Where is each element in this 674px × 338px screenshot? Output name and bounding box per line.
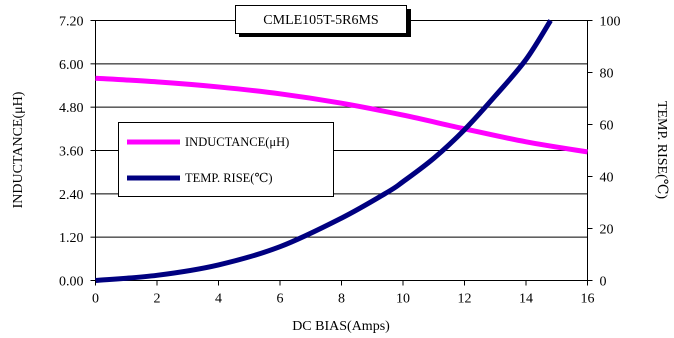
y-axis-title-left: INDUCTANCE(μH)	[11, 91, 26, 208]
x-tick-label: 16	[581, 292, 595, 307]
right-tick-label: 100	[600, 15, 621, 30]
left-tick-label: 4.80	[59, 101, 84, 116]
series-layer	[95, 19, 588, 283]
right-tick-label: 0	[600, 275, 607, 290]
left-tick-label: 7.20	[59, 15, 84, 30]
x-tick-label: 2	[154, 292, 161, 307]
x-tick-label: 12	[458, 292, 472, 307]
left-tick-label: 1.20	[59, 231, 84, 246]
x-axis-ticks: 0 2 4 6 8 10 12 14 16	[92, 280, 595, 307]
legend-label-inductance: INDUCTANCE(μH)	[185, 135, 289, 149]
series-line-temp-rise	[95, 19, 553, 283]
x-tick-label: 10	[396, 292, 410, 307]
left-tick-label: 2.40	[59, 188, 84, 203]
x-tick-label: 4	[215, 292, 222, 307]
x-tick-label: 0	[92, 292, 99, 307]
x-tick-label: 8	[338, 292, 345, 307]
legend: INDUCTANCE(μH) TEMP. RISE(℃)	[118, 122, 334, 197]
right-tick-label: 60	[600, 119, 614, 134]
legend-label-temp-rise: TEMP. RISE(℃)	[185, 171, 273, 185]
series-line-inductance	[95, 75, 588, 155]
right-tick-label: 20	[600, 223, 614, 238]
right-axis-ticks: 0 20 40 60 80 100	[587, 15, 621, 290]
x-tick-label: 14	[519, 292, 533, 307]
chart-title: CMLE105T-5R6MS	[263, 13, 378, 28]
left-tick-label: 3.60	[59, 145, 84, 160]
right-tick-label: 40	[600, 171, 614, 186]
left-tick-label: 0.00	[59, 275, 84, 290]
right-tick-label: 80	[600, 67, 614, 82]
x-tick-label: 6	[277, 292, 284, 307]
left-tick-label: 6.00	[59, 58, 84, 73]
y-axis-title-right: TEMP. RISE(℃)	[654, 101, 669, 199]
left-axis-ticks: 0.00 1.20 2.40 3.60 4.80 6.00 7.20	[59, 15, 96, 290]
x-axis-title: DC BIAS(Amps)	[292, 319, 390, 334]
chart-title-box: CMLE105T-5R6MS	[235, 5, 411, 37]
